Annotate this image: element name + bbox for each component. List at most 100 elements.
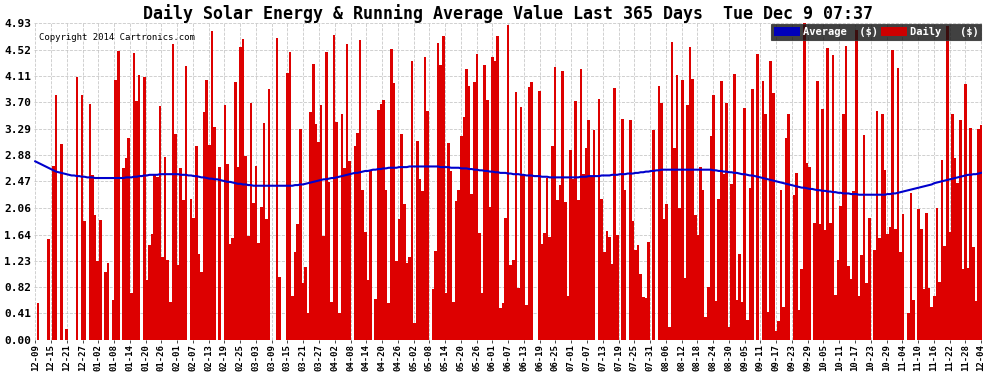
Bar — [936, 209, 939, 340]
Bar — [614, 88, 616, 340]
Bar — [325, 52, 328, 340]
Bar — [400, 134, 403, 340]
Bar — [884, 170, 886, 340]
Bar — [741, 302, 743, 340]
Bar — [662, 219, 665, 340]
Bar — [863, 135, 865, 340]
Bar — [382, 100, 385, 340]
Bar — [240, 48, 242, 340]
Bar — [572, 179, 574, 340]
Bar — [462, 117, 465, 340]
Bar — [257, 243, 260, 340]
Bar — [496, 36, 499, 340]
Bar — [621, 118, 624, 340]
Bar — [206, 80, 208, 340]
Bar — [548, 237, 551, 340]
Bar — [907, 314, 910, 340]
Bar — [192, 218, 195, 340]
Bar — [468, 86, 470, 340]
Bar — [577, 200, 579, 340]
Bar — [169, 302, 171, 340]
Bar — [837, 260, 840, 340]
Bar — [136, 100, 138, 340]
Bar — [964, 84, 967, 340]
Bar — [860, 255, 863, 340]
Bar — [47, 239, 50, 340]
Bar — [307, 313, 310, 340]
Bar — [702, 190, 704, 340]
Bar — [683, 278, 686, 340]
Bar — [174, 134, 177, 340]
Bar — [689, 47, 691, 340]
Bar — [185, 66, 187, 340]
Bar — [494, 61, 496, 340]
Bar — [291, 296, 294, 340]
Bar — [268, 89, 270, 340]
Bar — [918, 209, 920, 340]
Bar — [499, 308, 502, 340]
Bar — [475, 54, 478, 340]
Bar — [657, 86, 660, 340]
Bar — [637, 244, 640, 340]
Bar — [829, 223, 832, 340]
Bar — [647, 242, 649, 340]
Bar — [761, 81, 764, 340]
Bar — [366, 280, 369, 340]
Bar — [520, 107, 523, 340]
Bar — [704, 317, 707, 340]
Bar — [449, 171, 452, 340]
Bar — [928, 288, 931, 340]
Bar — [569, 150, 572, 340]
Bar — [96, 261, 99, 340]
Bar — [606, 231, 608, 340]
Bar — [242, 39, 245, 340]
Bar — [278, 277, 281, 340]
Bar — [544, 233, 545, 340]
Bar — [611, 264, 614, 340]
Bar — [432, 290, 434, 340]
Bar — [923, 290, 926, 340]
Bar — [652, 130, 655, 340]
Bar — [150, 234, 153, 340]
Bar — [598, 99, 600, 340]
Bar — [406, 263, 408, 340]
Bar — [237, 167, 240, 340]
Bar — [315, 124, 317, 340]
Bar — [827, 48, 829, 340]
Bar — [969, 128, 972, 340]
Bar — [676, 75, 678, 340]
Bar — [286, 73, 289, 340]
Bar — [133, 53, 136, 340]
Bar — [344, 168, 346, 340]
Bar — [166, 260, 169, 340]
Bar — [608, 237, 611, 340]
Bar — [564, 202, 566, 340]
Bar — [248, 236, 249, 340]
Bar — [642, 297, 644, 340]
Bar — [793, 195, 795, 340]
Bar — [561, 71, 564, 340]
Bar — [320, 105, 323, 340]
Bar — [234, 82, 237, 340]
Bar — [37, 303, 40, 340]
Bar — [948, 232, 951, 340]
Bar — [707, 286, 710, 340]
Bar — [873, 251, 876, 340]
Bar — [481, 293, 483, 340]
Bar — [219, 167, 221, 340]
Bar — [868, 218, 870, 340]
Bar — [712, 95, 715, 340]
Bar — [832, 55, 835, 340]
Bar — [865, 283, 868, 340]
Bar — [312, 64, 315, 340]
Bar — [182, 200, 185, 340]
Bar — [644, 298, 647, 340]
Bar — [795, 172, 798, 340]
Bar — [457, 190, 460, 340]
Bar — [886, 234, 889, 340]
Bar — [961, 269, 964, 340]
Bar — [361, 190, 364, 340]
Bar — [545, 178, 548, 340]
Bar — [454, 201, 457, 340]
Bar — [390, 49, 392, 340]
